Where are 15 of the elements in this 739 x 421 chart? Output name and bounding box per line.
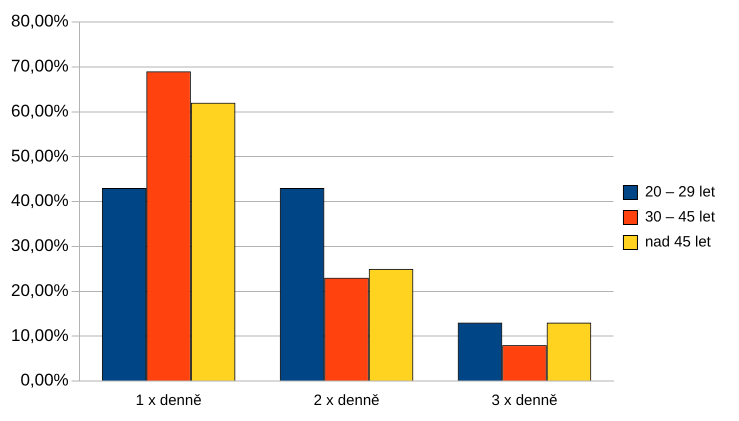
- y-tick-label: 0,00%: [20, 370, 69, 390]
- x-tick-label: 1 x denně: [136, 392, 202, 410]
- y-tick-label: 60,00%: [10, 101, 69, 120]
- x-tick-label: 2 x denně: [314, 392, 380, 410]
- legend-label: nad 45 let: [644, 234, 712, 251]
- y-tick-label: 40,00%: [10, 191, 69, 210]
- y-tick-label: 30,00%: [10, 236, 69, 256]
- y-tick-label: 70,00%: [10, 56, 69, 76]
- y-tick-label: 20,00%: [10, 280, 69, 300]
- y-tick-label: 80,00%: [10, 12, 69, 31]
- x-tick-label: 3 x denně: [492, 392, 558, 410]
- y-tick-label: 10,00%: [10, 326, 69, 345]
- legend-label: 20 – 29 let: [644, 184, 716, 201]
- legend-label: 30 – 45 let: [644, 208, 716, 226]
- y-tick-label: 50,00%: [10, 146, 69, 166]
